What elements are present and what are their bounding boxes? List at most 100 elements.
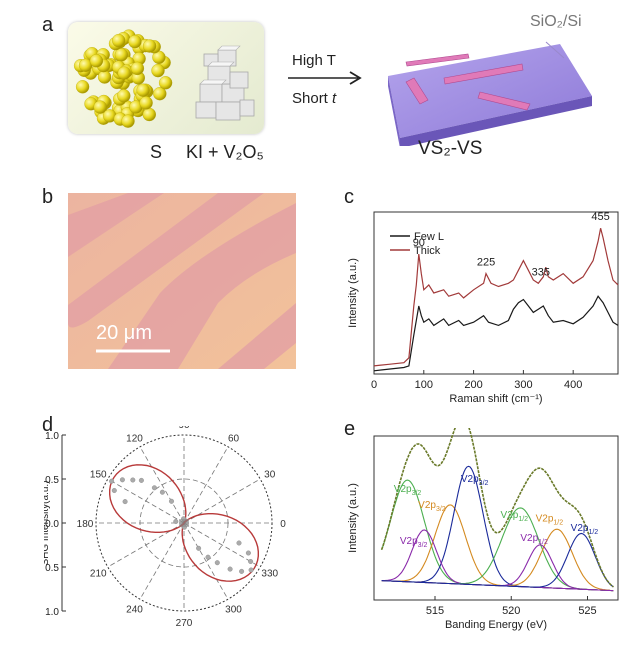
polar-spoke — [107, 522, 185, 568]
panel-label-e: e — [344, 418, 356, 440]
y-axis-label: Intensity (a.u.) — [347, 483, 359, 553]
reagent-s-label: S — [150, 142, 163, 162]
polar-spoke — [139, 446, 185, 524]
angle-tick-label: 30 — [264, 470, 276, 481]
polar-spoke — [107, 478, 185, 524]
data-point — [214, 560, 220, 566]
data-point — [122, 499, 128, 505]
angle-tick-label: 120 — [126, 433, 143, 444]
panel-label-a: a — [42, 14, 54, 36]
radial-tick-label: 1.0 — [45, 431, 59, 442]
optical-micrograph — [68, 193, 296, 369]
component-peak — [381, 507, 614, 592]
y-axis-label: SHG Intensity(a.u.) — [44, 480, 51, 565]
data-point — [245, 550, 251, 556]
polar-outer-ring — [95, 434, 273, 612]
panel-label-d: d — [42, 414, 54, 436]
angle-tick-label: 330 — [261, 569, 278, 580]
y-axis-label: Intensity (a.u.) — [347, 258, 359, 328]
sulfur-pile-icon — [73, 29, 173, 128]
angle-tick-label: 150 — [90, 470, 107, 481]
peak-label: V2p1/2 — [520, 533, 548, 546]
raman-spectrum-chart: 0 100 200 300 400 Raman shift (cm⁻¹) Intensity… — [347, 211, 619, 405]
sio2-si-substrate-icon — [388, 44, 592, 146]
polar-spoke — [183, 478, 261, 524]
angle-tick-label: 90 — [178, 426, 190, 431]
data-point — [227, 566, 233, 572]
x-tick-label: 520 — [502, 605, 520, 617]
data-point — [248, 567, 254, 573]
polar-spoke — [183, 522, 261, 568]
condition-time-variable: t — [332, 90, 337, 107]
radial-tick-label: 1.0 — [45, 607, 59, 618]
sulfur-ball — [93, 100, 107, 114]
angle-tick-label: 60 — [228, 433, 240, 444]
sulfur-ball — [128, 34, 142, 49]
envelope-curve — [380, 428, 614, 588]
shg-polar-plot: 0 30 60 90 120 150 180 210 240 270 300 330 1.0 0.5 0.0… — [44, 426, 286, 629]
peak-label: V2p1/2 — [536, 513, 564, 526]
data-point — [119, 477, 125, 483]
peak-label: V2p1/2 — [501, 510, 529, 523]
sulfur-ball — [142, 107, 156, 122]
radial-tick-label: 0.0 — [45, 519, 59, 530]
x-tick-label: 400 — [564, 379, 582, 391]
data-point — [151, 485, 157, 491]
sulfur-ball — [112, 33, 126, 48]
sulfur-ball — [142, 39, 157, 53]
data-point — [236, 540, 242, 546]
plot-frame — [373, 211, 619, 375]
sulfur-ball — [114, 48, 129, 62]
sulfur-ball — [130, 61, 145, 76]
data-point — [159, 489, 165, 495]
data-point — [130, 477, 136, 483]
sulfur-ball — [153, 87, 167, 101]
series-line-thick — [373, 228, 619, 367]
angle-tick-label: 270 — [176, 618, 193, 629]
angle-tick-label: 300 — [225, 605, 242, 616]
panel-label-c: c — [344, 186, 354, 208]
legend-entry: Few L — [414, 231, 444, 243]
x-tick-label: 100 — [415, 379, 433, 391]
data-point — [248, 558, 254, 564]
substrate-label: SiO₂/Si — [530, 13, 582, 30]
data-point — [109, 478, 115, 484]
peak-label: V2p3/2 — [418, 500, 446, 513]
radial-tick-label: 0.5 — [45, 475, 59, 486]
sulfur-ball — [117, 89, 131, 103]
x-tick-label: 200 — [464, 379, 482, 391]
angle-tick-label: 210 — [90, 569, 107, 580]
vs2-vs-flakes-icon — [405, 53, 531, 111]
data-point — [196, 545, 202, 551]
radial-tick-label: 0.5 — [45, 563, 59, 574]
sulfur-ball — [97, 70, 112, 84]
peak-label: V2p3/2 — [461, 474, 489, 487]
sulfur-ball — [158, 76, 173, 90]
peak-label: 455 — [591, 211, 609, 223]
angle-tick-label: 180 — [77, 519, 94, 530]
xps-spectrum-chart: 515 520 525 Banding Energy (eV) Intensity (a… — [347, 428, 619, 631]
condition-temperature: High T — [292, 52, 336, 69]
reagent-ki-label: KI + V₂O₅ — [186, 142, 264, 162]
data-point — [111, 488, 117, 494]
peak-label: V2p3/2 — [400, 536, 428, 549]
sulfur-ball — [89, 54, 104, 68]
x-tick-label: 0 — [371, 379, 377, 391]
x-axis-label: Banding Energy (eV) — [445, 619, 547, 631]
data-point — [138, 477, 144, 483]
peak-label: V2p3/2 — [394, 484, 422, 497]
component-peak — [381, 504, 614, 592]
product-label: VS₂-VS — [418, 138, 483, 159]
component-peak — [381, 532, 614, 588]
plot-frame — [373, 435, 619, 601]
substrate-illustration — [388, 41, 592, 146]
panel-label-b: b — [42, 186, 54, 208]
polar-spoke — [183, 446, 229, 524]
legend-entry: Thick — [414, 245, 441, 257]
peak-label: V2p1/2 — [571, 523, 599, 536]
scale-bar-label: 20 μm — [96, 322, 152, 344]
sulfur-ball — [117, 66, 131, 80]
ki-v2o5-blocks-icon — [195, 45, 255, 121]
x-axis-label: Raman shift (cm⁻¹) — [449, 393, 542, 405]
center-marker — [179, 519, 189, 527]
